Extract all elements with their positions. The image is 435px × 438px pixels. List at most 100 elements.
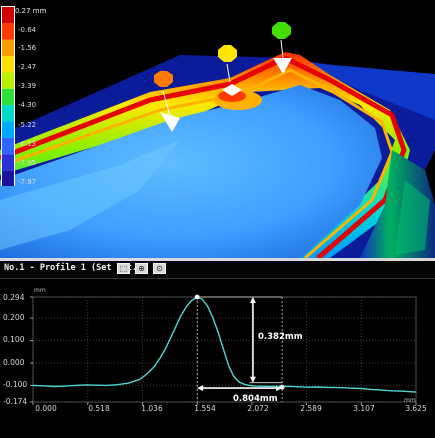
green-point-pin-icon[interactable] [273, 58, 292, 74]
y-tick-label: 0.100 [3, 335, 25, 344]
profile-data-point [42, 385, 45, 387]
profile-data-point [243, 383, 245, 385]
profile-data-point [175, 326, 177, 328]
x-tick-label: 2.589 [300, 404, 322, 413]
color-scale-label: -2.47 [18, 63, 37, 71]
profile-data-point [169, 337, 171, 339]
profile-data-point [212, 316, 214, 318]
x-tick-label: 3.625 [405, 404, 427, 413]
profile-data-point [307, 386, 309, 388]
magnifier-plus-icon: ⊕ [138, 264, 145, 273]
profile-series-line [32, 296, 417, 393]
fit-button[interactable]: ⬚ [117, 263, 130, 274]
y-tick-label: 0.000 [3, 358, 25, 367]
color-scale-bar [1, 6, 15, 186]
profile-data-point [201, 298, 203, 300]
profile-data-point [296, 386, 298, 388]
y-unit-label: mm [34, 287, 46, 294]
color-scale-label: -6.13 [18, 140, 37, 148]
profile-toolbar: No.1 - Profile 1 (Set 2pt.) ⬚ ⊕ ⊙ [0, 261, 435, 279]
profile-data-point [233, 375, 235, 378]
zoom-out-button[interactable]: ⊙ [153, 263, 166, 274]
color-scale-label: -7.97 [18, 178, 37, 186]
profile-data-point [285, 385, 288, 387]
color-scale-max-label: 0.27 mm [15, 7, 47, 15]
y-tick-label: 0.294 [3, 293, 25, 302]
profile-data-point [127, 382, 129, 384]
width-arrow-head-icon [197, 385, 204, 392]
profile-data-point [349, 387, 351, 389]
profile-data-point [159, 357, 161, 360]
profile-data-point [227, 364, 230, 366]
color-scale-label: -3.39 [18, 82, 37, 90]
profile-chart[interactable]: mm mm 0.294 0.200 0.100 0.000 -0.100 -0.… [0, 279, 435, 438]
profile-data-point [74, 384, 76, 386]
profile-data-point [180, 315, 182, 317]
profile-data-point [402, 390, 404, 392]
profile-data-point [143, 375, 145, 378]
profile-title: No.1 - Profile 1 (Set 2pt.) [4, 263, 143, 273]
height-arrow-head-icon [249, 297, 256, 303]
color-scale-swatch [2, 121, 14, 138]
profile-data-point [138, 379, 140, 381]
height-arrow-head-icon [249, 376, 256, 383]
x-unit-label: mm [404, 397, 416, 404]
profile-data-point [415, 391, 417, 393]
x-tick-label: 1.036 [141, 404, 163, 413]
plot-frame [32, 296, 417, 403]
profile-data-point [217, 330, 219, 333]
profile-data-point [391, 390, 393, 392]
profile-data-point [317, 386, 319, 388]
x-tick-label: 0.000 [35, 404, 57, 413]
pane-divider[interactable] [0, 258, 435, 261]
profile-data-point [248, 384, 251, 386]
profile-data-point [222, 347, 224, 349]
color-scale-label: -7.05 [18, 159, 37, 167]
frame-icon: ⬚ [119, 264, 128, 273]
surface-render[interactable] [0, 0, 435, 258]
y-tick-label: 0.200 [3, 313, 25, 322]
color-scale-swatch [2, 154, 14, 171]
color-scale-label: -0.64 [18, 26, 37, 34]
profile-chart-svg[interactable] [0, 279, 435, 438]
width-dimension-label: 0.804mm [233, 394, 278, 404]
profile-data-point [153, 365, 156, 367]
color-scale-legend: 0.27 mm -0.64 -1.56 -2.47 -3.39 -4.30 -5… [0, 4, 52, 190]
profile-data-point [32, 384, 34, 386]
profile-data-point [328, 386, 330, 389]
color-scale-label: -1.56 [18, 44, 37, 52]
profile-data-point [116, 384, 119, 386]
profile-point-marker[interactable] [279, 384, 285, 390]
profile-data-point [359, 387, 362, 390]
height-dimension-label: 0.382mm [258, 332, 303, 342]
magnifier-icon: ⊙ [156, 264, 163, 273]
profile-data-point [190, 299, 193, 302]
zoom-in-button[interactable]: ⊕ [135, 263, 148, 274]
color-scale-swatch [2, 105, 14, 122]
profile-data-point [148, 371, 150, 373]
color-scale-swatch [2, 23, 14, 40]
color-scale-swatch [2, 72, 14, 89]
color-scale-label: -5.22 [18, 121, 37, 129]
profile-data-point [238, 381, 240, 383]
color-scale-swatch [2, 7, 14, 24]
x-tick-label: 2.072 [247, 404, 269, 413]
profile-data-point [381, 389, 383, 391]
profile-data-point [95, 384, 97, 386]
profile-data-point [254, 385, 256, 387]
color-scale-swatch [2, 88, 14, 106]
color-scale-swatch [2, 56, 14, 73]
surface-3d-view[interactable]: 0.27 mm -0.64 -1.56 -2.47 -3.39 -4.30 -5… [0, 0, 435, 258]
profile-data-point [106, 384, 108, 386]
profile-data-point [185, 306, 187, 308]
color-scale-swatch [2, 137, 14, 155]
profile-data-point [338, 387, 340, 389]
orange-point-pin-icon[interactable] [160, 112, 180, 132]
x-tick-label: 1.554 [194, 404, 216, 413]
y-tick-label: -0.174 [3, 397, 28, 406]
x-tick-label: 0.518 [88, 404, 110, 413]
profile-data-point [275, 385, 277, 388]
profile-point-marker[interactable] [194, 294, 200, 300]
color-scale-swatch [2, 39, 14, 57]
